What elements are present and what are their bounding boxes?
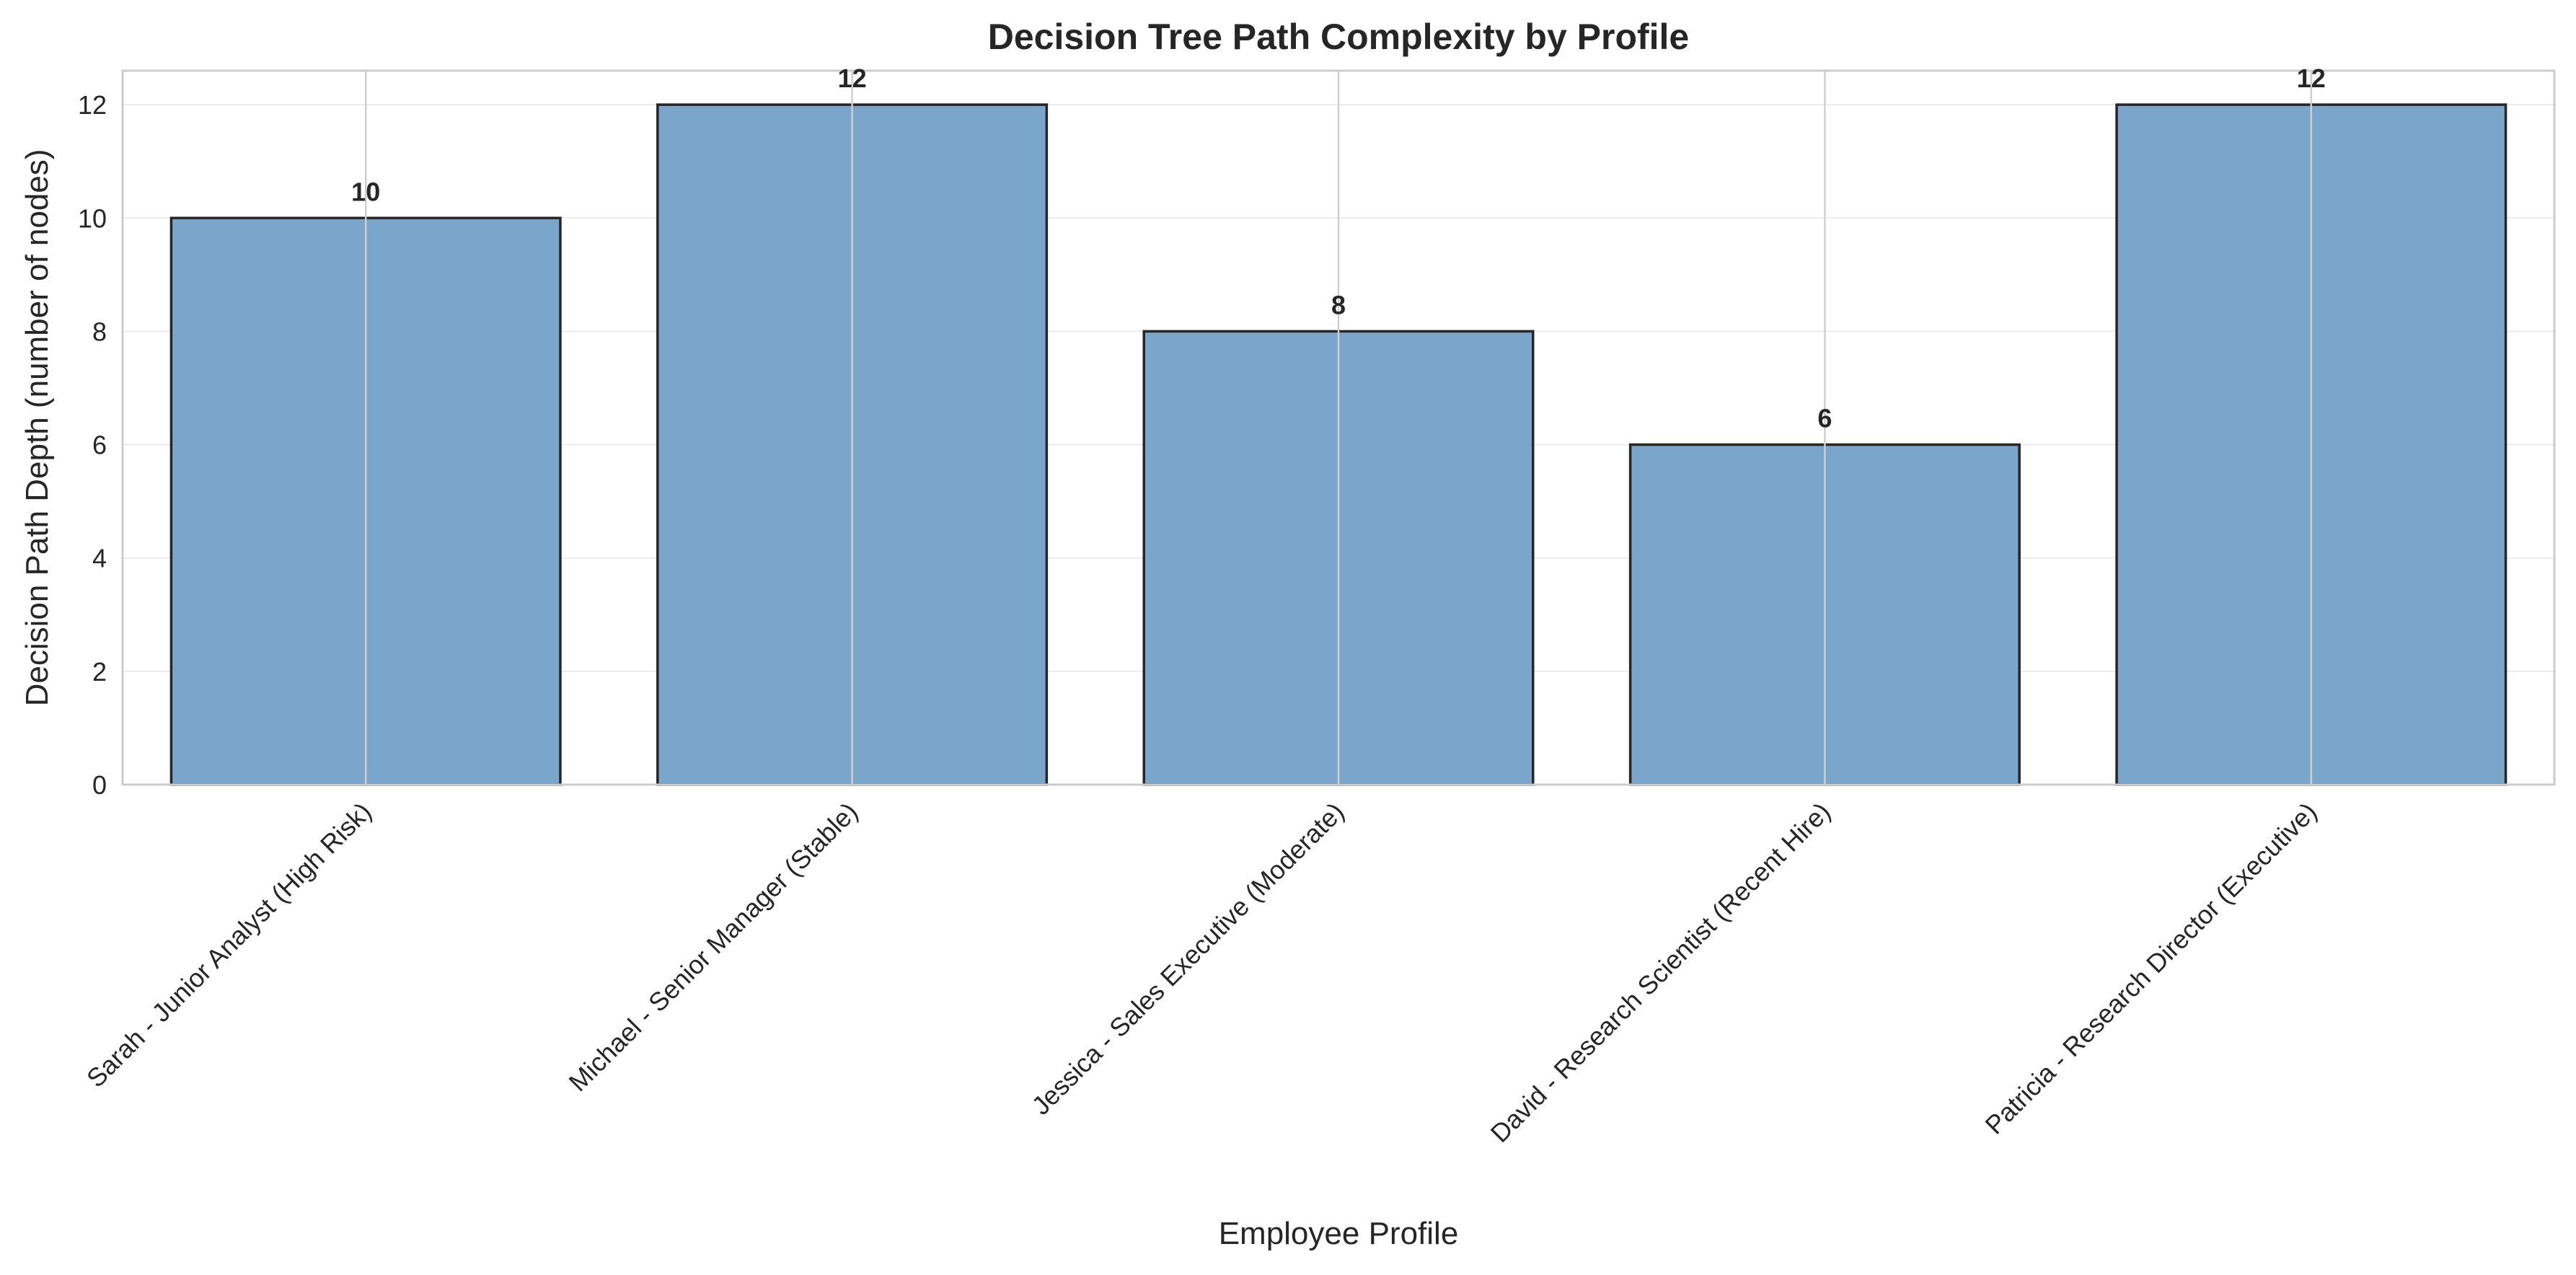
y-tick-label: 6: [92, 431, 107, 460]
x-tick-label: David - Research Scientist (Recent Hire): [1485, 797, 1836, 1148]
bar-value-label: 6: [1817, 404, 1832, 433]
y-tick-label: 2: [92, 657, 107, 687]
y-tick-label: 10: [78, 203, 107, 233]
y-tick-label: 12: [78, 90, 107, 120]
x-ticks-layer: Sarah - Junior Analyst (High Risk) Michae…: [81, 797, 2323, 1148]
bar-value-label: 8: [1331, 290, 1346, 319]
y-tick-label: 0: [92, 770, 107, 800]
chart-title: Decision Tree Path Complexity by Profile: [988, 17, 1690, 57]
x-tick-label: Jessica - Sales Executive (Moderate): [1025, 797, 1349, 1121]
data-labels-layer: 10 12 8 6 12: [351, 63, 2326, 433]
vertical-grid-layer: [364, 71, 2313, 785]
bar-value-label: 10: [351, 177, 380, 206]
x-tick-label: Patricia - Research Director (Executive): [1979, 797, 2322, 1140]
x-axis-label: Employee Profile: [1219, 1216, 1459, 1251]
y-tick-label: 8: [92, 317, 107, 346]
bar-value-label: 12: [838, 63, 867, 93]
x-tick-label: Michael - Senior Manager (Stable): [563, 797, 864, 1098]
y-ticks-layer: 0 2 4 6 8 10 12: [78, 90, 107, 800]
x-tick-label: Sarah - Junior Analyst (High Risk): [81, 797, 377, 1093]
y-axis-label: Decision Path Depth (number of nodes): [19, 149, 55, 707]
y-tick-label: 4: [92, 544, 107, 573]
plot-frame: [121, 69, 2556, 786]
bar-value-label: 12: [2297, 63, 2326, 93]
